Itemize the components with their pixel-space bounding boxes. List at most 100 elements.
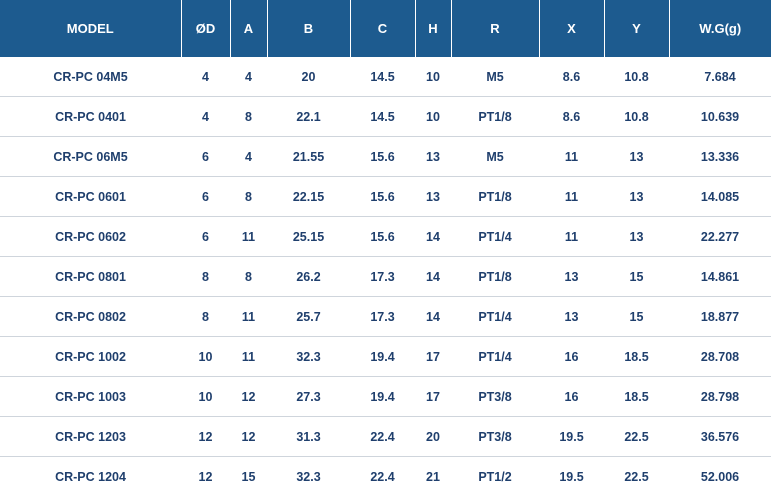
header-weight: W.G(g) <box>669 0 771 57</box>
cell-x: 13 <box>539 256 604 297</box>
cell-y: 22.5 <box>624 469 649 484</box>
cell-weight: 13.336 <box>669 136 771 177</box>
cell-h: 14 <box>415 216 451 257</box>
cell-x: 11 <box>539 216 604 257</box>
cell-diameter: 6 <box>181 176 230 217</box>
cell-y: 15 <box>604 256 669 297</box>
cell-b: 32.3 <box>267 336 350 377</box>
cell-r: PT1/8 <box>451 256 539 297</box>
table-row: CR-PC 0401 4 8 22.1 14.5 10 PT1/8 8.6 10.8 10.639 <box>0 96 771 137</box>
cell-model: CR-PC 04M5 <box>0 57 181 97</box>
cell-diameter: 6 <box>181 216 230 257</box>
cell-y: 13 <box>604 216 669 257</box>
cell-b: 21.55 <box>267 136 350 177</box>
cell-c: 15.6 <box>350 216 415 257</box>
cell-h: 10 <box>415 57 451 97</box>
cell-diameter: 4 <box>181 96 230 137</box>
cell-r: PT1/8 <box>451 96 539 137</box>
header-c: C <box>350 0 416 57</box>
cell-model: CR-PC 0801 <box>0 256 181 297</box>
cell-model: CR-PC 0802 <box>0 296 181 337</box>
cell-h: 21 <box>426 469 440 484</box>
cell-b: 31.3 <box>267 416 350 457</box>
cell-model: CR-PC 1204 <box>55 469 126 484</box>
cell-a: 8 <box>230 256 267 297</box>
header-model: MODEL <box>0 0 182 57</box>
cell-diameter: 10 <box>181 336 230 377</box>
table-row: CR-PC 0601 6 8 22.15 15.6 13 PT1/8 11 13 14.085 <box>0 176 771 217</box>
cell-y: 18.5 <box>604 376 669 417</box>
cell-y: 22.5 <box>604 416 669 457</box>
cell-diameter: 10 <box>181 376 230 417</box>
cell-model: CR-PC 1003 <box>0 376 181 417</box>
cell-b: 22.1 <box>267 96 350 137</box>
cell-a: 11 <box>230 336 267 377</box>
cell-r: PT3/8 <box>451 416 539 457</box>
cell-x: 16 <box>539 336 604 377</box>
cell-x: 19.5 <box>539 416 604 457</box>
cell-diameter: 6 <box>181 136 230 177</box>
cell-c: 22.4 <box>370 469 395 484</box>
cell-model: CR-PC 06M5 <box>0 136 181 177</box>
cell-c: 14.5 <box>350 96 415 137</box>
cell-a: 4 <box>230 136 267 177</box>
cell-b: 25.7 <box>267 296 350 337</box>
cell-diameter: 8 <box>181 296 230 337</box>
cell-b: 32.3 <box>296 469 321 484</box>
cell-c: 19.4 <box>350 336 415 377</box>
cell-model: CR-PC 1002 <box>0 336 181 377</box>
cell-a: 12 <box>230 416 267 457</box>
cell-a: 15 <box>241 469 256 484</box>
cell-x: 8.6 <box>539 57 604 97</box>
cell-h: 17 <box>415 336 451 377</box>
cell-weight: 28.708 <box>669 336 771 377</box>
cell-model: CR-PC 0401 <box>0 96 181 137</box>
cell-c: 17.3 <box>350 256 415 297</box>
cell-weight: 10.639 <box>669 96 771 137</box>
cell-b: 22.15 <box>267 176 350 217</box>
cell-model: CR-PC 0602 <box>0 216 181 257</box>
header-r: R <box>451 0 540 57</box>
cell-diameter: 12 <box>181 416 230 457</box>
cell-b: 26.2 <box>267 256 350 297</box>
cell-a: 11 <box>230 216 267 257</box>
cell-y: 15 <box>604 296 669 337</box>
header-row: MODEL ØD A B C H R X Y W.G(g) <box>0 0 771 57</box>
table-body: CR-PC 04M5 4 4 20 14.5 10 M5 8.6 10.8 7.684 CR-PC … <box>0 57 771 496</box>
cell-diameter: 8 <box>181 256 230 297</box>
cell-r: M5 <box>451 57 539 97</box>
cell-b: 25.15 <box>267 216 350 257</box>
cell-c: 15.6 <box>350 176 415 217</box>
cell-a: 12 <box>230 376 267 417</box>
cell-weight: 18.877 <box>669 296 771 337</box>
cell-c: 17.3 <box>350 296 415 337</box>
cell-h: 14 <box>415 256 451 297</box>
cell-weight: 36.576 <box>669 416 771 457</box>
cell-y: 10.8 <box>604 57 669 97</box>
table-row: CR-PC 1204 12 15 32.3 22.4 21 PT1/2 19.5 22.5 52.… <box>0 457 771 496</box>
cell-x: 13 <box>539 296 604 337</box>
cell-h: 17 <box>415 376 451 417</box>
cell-a: 4 <box>230 57 267 97</box>
cell-weight: 14.085 <box>669 176 771 217</box>
header-y: Y <box>604 0 670 57</box>
cell-y: 10.8 <box>604 96 669 137</box>
cell-y: 18.5 <box>604 336 669 377</box>
cell-y: 13 <box>604 136 669 177</box>
cell-c: 14.5 <box>350 57 415 97</box>
header-diameter: ØD <box>181 0 231 57</box>
cell-r: PT3/8 <box>451 376 539 417</box>
cell-c: 19.4 <box>350 376 415 417</box>
cell-weight: 52.006 <box>700 469 740 484</box>
cell-y: 13 <box>604 176 669 217</box>
cell-h: 10 <box>415 96 451 137</box>
cell-x: 19.5 <box>559 469 584 484</box>
cell-h: 13 <box>415 136 451 177</box>
table-row: CR-PC 0801 8 8 26.2 17.3 14 PT1/8 13 15 14.861 <box>0 256 771 297</box>
cell-a: 8 <box>230 96 267 137</box>
table-row: CR-PC 1003 10 12 27.3 19.4 17 PT3/8 16 18.5 28.79… <box>0 376 771 417</box>
cell-a: 11 <box>230 296 267 337</box>
header-x: X <box>539 0 605 57</box>
table-row: CR-PC 0802 8 11 25.7 17.3 14 PT1/4 13 15 18.877 <box>0 296 771 337</box>
cell-weight: 28.798 <box>669 376 771 417</box>
